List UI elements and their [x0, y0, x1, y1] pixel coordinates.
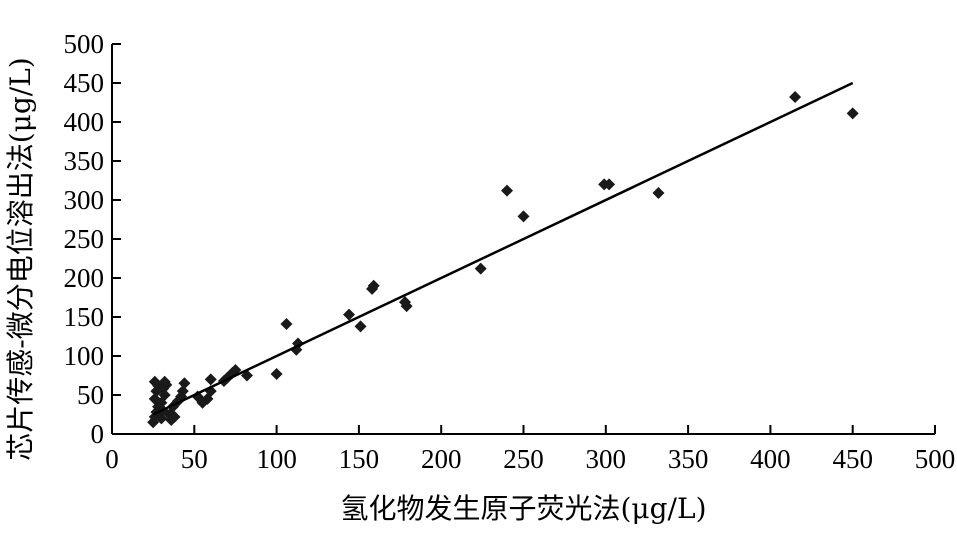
data-point	[501, 184, 514, 197]
data-point	[846, 107, 859, 120]
data-point	[155, 412, 168, 425]
x-tick-label: 350	[668, 444, 709, 474]
data-point	[354, 320, 367, 333]
y-tick-label: 500	[64, 29, 105, 59]
y-tick-label: 100	[64, 341, 105, 371]
y-tick-label: 300	[64, 185, 105, 215]
x-tick-label: 50	[181, 444, 208, 474]
data-point	[168, 410, 181, 423]
data-point	[270, 367, 283, 380]
data-point	[280, 318, 293, 331]
x-tick-label: 100	[256, 444, 297, 474]
x-tick-label: 400	[750, 444, 791, 474]
x-tick-label: 0	[105, 444, 119, 474]
data-point	[517, 210, 530, 223]
y-tick-label: 150	[64, 302, 105, 332]
y-tick-label: 250	[64, 224, 105, 254]
y-ticks: 0 50 100 150 200 250 300 350 400 450 500	[64, 29, 121, 449]
y-tick-label: 50	[77, 380, 104, 410]
data-point	[176, 385, 189, 398]
x-axis-title: 氢化物发生原子荧光法(μg/L)	[341, 492, 707, 525]
y-axis-title: 芯片传感-微分电位溶出法(μg/L)	[4, 57, 37, 460]
data-point	[204, 373, 217, 386]
x-tick-label: 150	[339, 444, 380, 474]
data-point	[789, 91, 802, 104]
x-tick-label: 300	[586, 444, 627, 474]
trend-line	[152, 81, 854, 416]
data-point	[148, 375, 161, 388]
x-ticks: 0 50 100 150 200 250 300 350 400 450 500	[105, 425, 955, 474]
x-tick-label: 500	[915, 444, 956, 474]
data-points	[147, 91, 859, 429]
x-tick-label: 200	[421, 444, 462, 474]
y-tick-label: 350	[64, 146, 105, 176]
data-point	[652, 186, 665, 199]
data-point	[474, 262, 487, 275]
data-point	[178, 377, 191, 390]
y-tick-label: 400	[64, 107, 105, 137]
x-tick-label: 250	[503, 444, 544, 474]
data-point	[367, 279, 380, 292]
data-point	[603, 178, 616, 191]
x-tick-label: 450	[832, 444, 873, 474]
y-tick-label: 200	[64, 263, 105, 293]
data-point	[158, 375, 171, 388]
data-point	[400, 300, 413, 313]
y-tick-label: 0	[91, 419, 105, 449]
y-tick-label: 450	[64, 68, 105, 98]
data-point	[343, 308, 356, 321]
